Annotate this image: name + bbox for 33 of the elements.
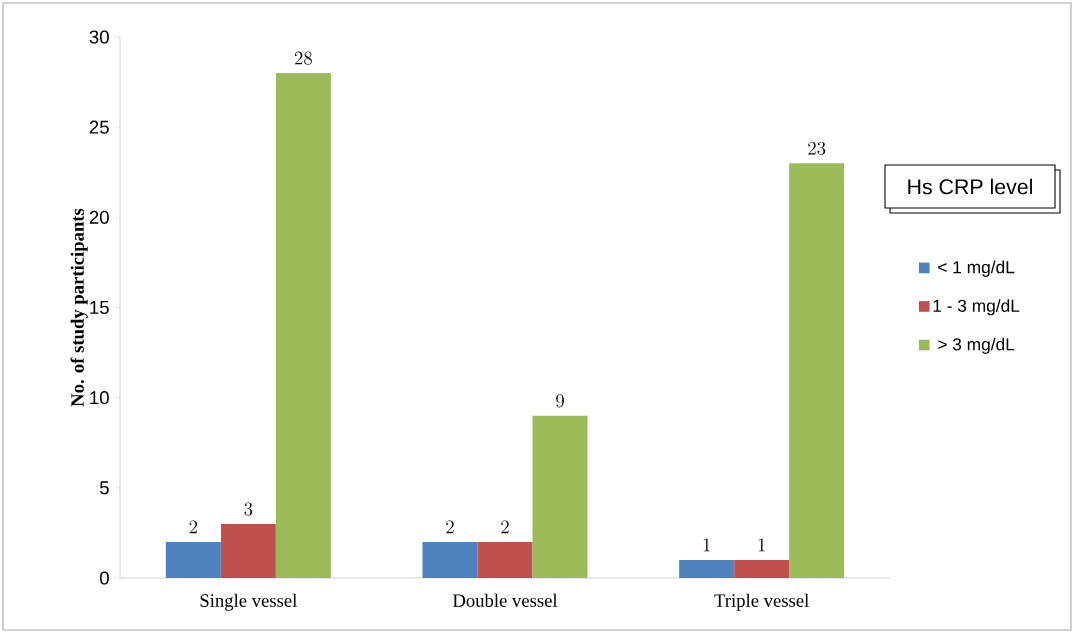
data-label: 2 bbox=[189, 520, 198, 534]
data-label: 1 bbox=[758, 538, 765, 552]
y-tick-label: 0 bbox=[99, 571, 109, 585]
y-tick-label: 30 bbox=[89, 30, 109, 44]
legend-label: 1 - 3 mg/dL bbox=[933, 299, 1020, 316]
data-label: 23 bbox=[808, 141, 826, 155]
bar bbox=[165, 541, 221, 578]
legend-label: < 1 mg/dL bbox=[938, 260, 1015, 277]
data-label: 2 bbox=[446, 520, 454, 534]
bar bbox=[477, 541, 533, 578]
y-tick-label: 15 bbox=[90, 300, 109, 315]
bar bbox=[679, 559, 735, 578]
y-tick-label: 20 bbox=[89, 210, 109, 224]
data-label: 1 bbox=[703, 538, 710, 552]
y-tick-label: 10 bbox=[90, 391, 109, 405]
legend-title: Hs CRP level bbox=[908, 178, 1032, 195]
data-label: 3 bbox=[244, 502, 253, 516]
data-label: 28 bbox=[294, 51, 312, 65]
x-tick-label: Double vessel bbox=[452, 593, 558, 607]
data-label: 9 bbox=[556, 394, 564, 408]
bar bbox=[422, 541, 478, 578]
data-label: 2 bbox=[501, 520, 509, 534]
bar bbox=[220, 523, 276, 578]
bar bbox=[532, 415, 588, 578]
y-tick-label: 5 bbox=[99, 481, 109, 495]
y-tick-label: 25 bbox=[89, 120, 109, 134]
bar bbox=[789, 163, 845, 578]
bar bbox=[275, 73, 331, 578]
bar bbox=[734, 559, 790, 578]
x-tick-label: Triple vessel bbox=[714, 593, 809, 611]
legend-label: > 3 mg/dL bbox=[938, 337, 1015, 354]
y-axis-title: No. of study participants bbox=[70, 208, 88, 407]
x-tick-label: Single vessel bbox=[200, 593, 297, 611]
